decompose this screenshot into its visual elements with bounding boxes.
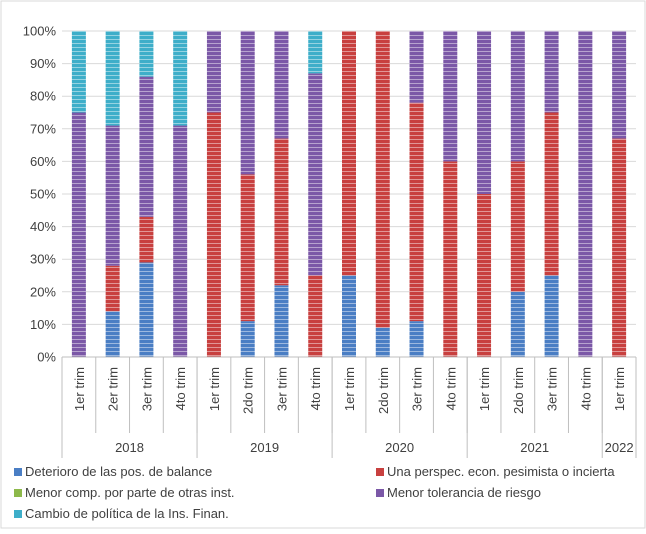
bar-segment [105, 265, 120, 312]
bar-segment [206, 112, 221, 357]
bar-segment [409, 31, 424, 103]
x-tick-label: 3er trim [410, 367, 425, 411]
y-tick-label: 30% [30, 252, 56, 267]
y-tick-label: 0% [37, 350, 56, 365]
bar-segment [173, 31, 188, 126]
x-tick-label: 2do trim [511, 367, 526, 414]
bar-segment [71, 31, 86, 113]
bar-segment [510, 161, 525, 292]
bar-segment [308, 31, 323, 74]
y-tick-label: 50% [30, 187, 56, 202]
bar-segment [105, 31, 120, 126]
legend-swatch [14, 509, 22, 518]
legend-label: Deterioro de las pos. de balance [25, 464, 213, 479]
bar-segment [139, 262, 154, 357]
bars [71, 31, 627, 357]
group-label: 2019 [250, 440, 279, 455]
x-tick-label: 4to trim [173, 367, 188, 410]
y-tick-label: 10% [30, 317, 56, 332]
bar-segment [544, 112, 559, 276]
legend-item: Una perspec. econ. pesimista o incierta [376, 464, 615, 479]
bar-segment [240, 31, 255, 175]
y-tick-label: 40% [30, 219, 56, 234]
bar-segment [477, 194, 492, 357]
bar-segment [308, 275, 323, 357]
legend-label: Cambio de política de la Ins. Finan. [25, 506, 229, 521]
bar-segment [274, 138, 289, 286]
bar-segment [342, 275, 356, 357]
bar-segment [274, 285, 289, 357]
x-tick-label: 1er trim [72, 367, 87, 411]
group-label: 2022 [605, 440, 634, 455]
bar-segment [544, 275, 559, 357]
legend-item: Cambio de política de la Ins. Finan. [14, 506, 229, 521]
bar-segment [510, 31, 525, 162]
bar-segment [544, 31, 559, 113]
bar-segment [375, 327, 390, 357]
y-tick-label: 100% [23, 24, 57, 39]
bar-segment [240, 321, 255, 357]
x-tick-label: 3er trim [139, 367, 154, 411]
bar-segment [443, 161, 458, 357]
axes: 0% 10% 20% 30% 40% 50% 60% 70% 80% 90% 100% 1er tri… [23, 24, 637, 458]
bar-segment [342, 31, 356, 276]
legend-label: Menor comp. por parte de otras inst. [25, 485, 235, 500]
x-tick-label: 2er trim [106, 367, 121, 411]
bar-segment [71, 112, 86, 357]
bar-segment [409, 102, 424, 322]
group-label: 2018 [115, 440, 144, 455]
x-tick-label: 2do trim [376, 367, 391, 414]
group-label: 2021 [520, 440, 549, 455]
legend-swatch [376, 488, 384, 497]
legend-swatch [376, 467, 384, 476]
bar-segment [578, 31, 593, 357]
x-tick-label: 4to trim [578, 367, 593, 410]
bar-segment [477, 31, 492, 194]
bar-segment [409, 321, 424, 357]
bar-segment [173, 125, 188, 357]
bar-segment [206, 31, 221, 113]
legend-swatch [14, 488, 22, 497]
x-tick-label: 1er trim [477, 367, 492, 411]
bar-segment [375, 31, 390, 328]
y-tick-label: 70% [30, 121, 56, 136]
y-tick-label: 60% [30, 154, 56, 169]
x-tick-label: 3er trim [274, 367, 289, 411]
bar-segment [443, 31, 458, 162]
bar-segment [240, 174, 255, 322]
x-tick-label: 1er trim [342, 367, 357, 411]
y-tick-label: 80% [30, 89, 56, 104]
group-label: 2020 [385, 440, 414, 455]
legend: Deterioro de las pos. de balance Una pers… [14, 462, 644, 528]
bar-segment [139, 76, 154, 217]
legend-item: Menor tolerancia de riesgo [376, 485, 541, 500]
bar-segment [510, 291, 525, 357]
legend-label: Menor tolerancia de riesgo [387, 485, 541, 500]
bar-segment [308, 73, 323, 276]
bar-segment [139, 31, 154, 77]
bar-segment [612, 31, 627, 139]
x-tick-label: 3er trim [545, 367, 560, 411]
x-tick-label: 1er trim [207, 367, 222, 411]
legend-swatch [14, 467, 22, 476]
x-tick-label: 2do trim [241, 367, 256, 414]
y-tick-label: 20% [30, 284, 56, 299]
bar-segment [612, 138, 627, 357]
y-tick-label: 90% [30, 56, 56, 71]
x-tick-label: 1er trim [612, 367, 627, 411]
bar-segment [139, 216, 154, 263]
legend-item: Deterioro de las pos. de balance [14, 464, 212, 479]
bar-segment [105, 311, 120, 357]
x-tick-label: 4to trim [443, 367, 458, 410]
x-tick-label: 4to trim [308, 367, 323, 410]
bar-segment [105, 125, 120, 266]
legend-item: Menor comp. por parte de otras inst. [14, 485, 235, 500]
bar-segment [274, 31, 289, 139]
legend-label: Una perspec. econ. pesimista o incierta [387, 464, 615, 479]
